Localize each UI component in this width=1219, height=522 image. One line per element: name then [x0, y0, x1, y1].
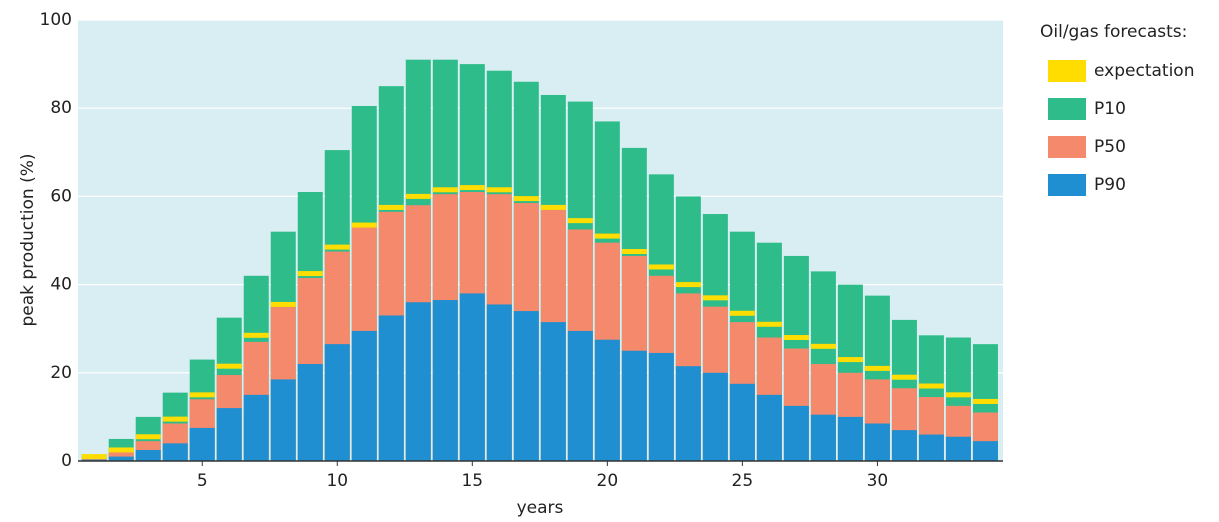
y-tick-label: 80	[50, 98, 72, 118]
expectation-band	[189, 392, 215, 398]
bar	[297, 363, 323, 461]
bar	[810, 414, 836, 461]
expectation-band	[297, 271, 323, 277]
expectation-band	[540, 204, 566, 210]
bar	[108, 456, 134, 461]
expectation-band	[243, 332, 269, 338]
bar	[864, 423, 890, 461]
legend-swatch	[1048, 60, 1086, 82]
expectation-band	[135, 434, 161, 440]
legend-label: P10	[1094, 99, 1126, 119]
expectation-band	[837, 357, 863, 363]
bar	[81, 457, 107, 461]
bar	[405, 302, 431, 461]
expectation-band	[432, 187, 458, 193]
bar	[378, 315, 404, 461]
expectation-band	[621, 249, 647, 255]
bar	[216, 408, 242, 461]
legend-swatch	[1048, 136, 1086, 158]
legend-label: P50	[1094, 137, 1126, 157]
bar	[729, 383, 755, 461]
x-tick-label: 25	[732, 471, 754, 491]
expectation-band	[270, 301, 296, 307]
bar	[945, 436, 971, 461]
bar	[432, 300, 458, 461]
bar	[702, 372, 728, 461]
expectation-band	[486, 187, 512, 193]
expectation-band	[405, 193, 431, 199]
bar	[243, 394, 269, 461]
bar	[756, 394, 782, 461]
bar	[594, 339, 620, 461]
x-tick-label: 20	[597, 471, 619, 491]
legend-swatch	[1048, 174, 1086, 196]
y-tick-label: 100	[40, 10, 72, 30]
bar	[837, 416, 863, 461]
expectation-band	[702, 295, 728, 301]
expectation-band	[513, 196, 539, 202]
expectation-band	[918, 383, 944, 389]
expectation-band	[648, 264, 674, 270]
expectation-band	[567, 218, 593, 224]
expectation-band	[945, 392, 971, 398]
bar	[351, 330, 377, 461]
bar	[513, 311, 539, 461]
expectation-band	[756, 321, 782, 327]
y-tick-label: 60	[50, 186, 72, 206]
expectation-band	[81, 454, 107, 460]
bar	[459, 293, 485, 461]
bar	[540, 322, 566, 461]
expectation-band	[459, 185, 485, 191]
y-tick-label: 20	[50, 363, 72, 383]
bar	[648, 352, 674, 461]
bar	[270, 379, 296, 461]
expectation-band	[351, 222, 377, 228]
y-tick-label: 40	[50, 275, 72, 295]
expectation-band	[162, 416, 188, 422]
expectation-band	[675, 282, 701, 288]
bar	[675, 366, 701, 461]
bar	[189, 427, 215, 461]
y-axis-label: peak production (%)	[18, 153, 38, 326]
x-tick-label: 5	[197, 471, 208, 491]
expectation-band	[891, 374, 917, 380]
expectation-band	[864, 365, 890, 371]
expectation-band	[324, 244, 350, 250]
x-tick-label: 30	[867, 471, 889, 491]
legend-label: expectation	[1094, 61, 1194, 81]
bar	[162, 443, 188, 461]
expectation-band	[729, 310, 755, 316]
bar	[567, 330, 593, 461]
legend-swatch	[1048, 98, 1086, 120]
x-axis-label: years	[517, 498, 564, 518]
expectation-band	[108, 447, 134, 453]
expectation-band	[972, 398, 998, 404]
expectation-band	[216, 363, 242, 369]
legend-title: Oil/gas forecasts:	[1040, 22, 1187, 42]
expectation-band	[378, 204, 404, 210]
x-tick-label: 10	[326, 471, 348, 491]
bar	[972, 441, 998, 461]
bar	[891, 430, 917, 461]
x-tick-label: 15	[461, 471, 483, 491]
legend-label: P90	[1094, 175, 1126, 195]
expectation-band	[810, 343, 836, 349]
expectation-band	[783, 335, 809, 341]
bar	[783, 405, 809, 461]
bar	[918, 434, 944, 461]
bar	[324, 344, 350, 461]
bar	[486, 304, 512, 461]
y-tick-label: 0	[61, 451, 72, 471]
expectation-band	[594, 233, 620, 239]
bar	[135, 449, 161, 461]
bar	[621, 350, 647, 461]
